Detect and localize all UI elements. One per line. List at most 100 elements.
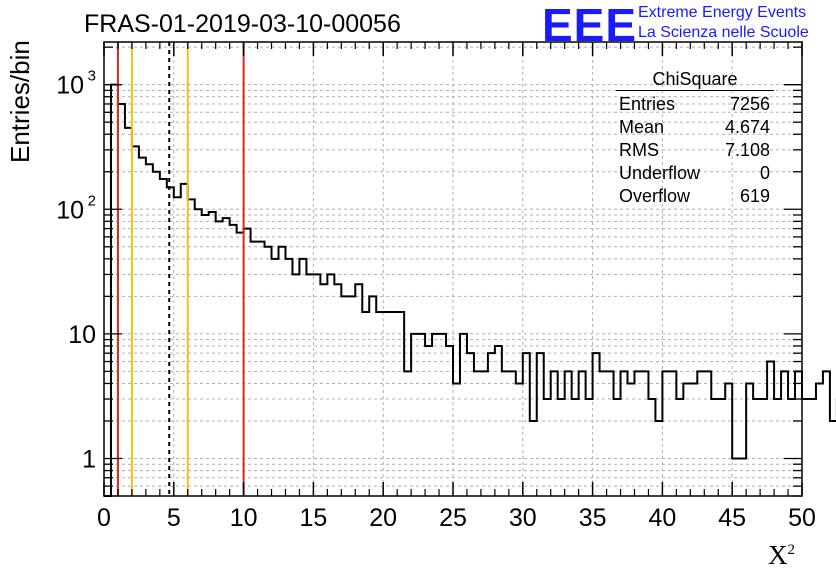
stats-value: 7.108: [724, 140, 770, 160]
histogram-bin: [146, 164, 153, 496]
histogram-bin: [648, 399, 655, 496]
stats-box: ChiSquare Entries 7256 Mean 4.674 RMS 7.…: [612, 68, 778, 208]
histogram-bin: [739, 458, 746, 496]
stats-row-rms: RMS 7.108: [612, 139, 778, 162]
histogram-bin: [460, 334, 467, 496]
stats-value: 0: [759, 163, 770, 183]
histogram-bin: [237, 233, 244, 496]
histogram-bin: [348, 296, 355, 496]
histogram-bin: [788, 399, 795, 496]
x-axis-label-superscript: 2: [787, 542, 796, 558]
x-axis-label: X2: [768, 540, 795, 571]
histogram-bin: [383, 312, 390, 496]
histogram-bin: [446, 346, 453, 496]
histogram-bin: [285, 259, 292, 496]
histogram-bin: [432, 334, 439, 496]
histogram-bin: [586, 399, 593, 496]
histogram-bin: [579, 371, 586, 496]
histogram-bin: [607, 371, 614, 496]
histogram-bin: [474, 371, 481, 496]
histogram-bin: [676, 399, 683, 496]
histogram-bin: [669, 371, 676, 496]
y-tick-label: 10: [56, 196, 84, 224]
stats-row-underflow: Underflow 0: [612, 162, 778, 185]
histogram-bin: [327, 274, 334, 496]
stats-label: Overflow: [619, 186, 691, 206]
histogram-bin: [816, 383, 823, 496]
eee-logo: EEE: [542, 0, 638, 51]
histogram-bin: [704, 371, 711, 496]
histogram-bin: [111, 85, 118, 496]
histogram-bin: [439, 334, 446, 496]
x-tick-label: 5: [167, 504, 181, 532]
histogram-bin: [732, 458, 739, 496]
histogram-bin: [823, 371, 830, 496]
histogram-bin: [753, 399, 760, 496]
histogram-bin: [551, 371, 558, 496]
histogram-bin: [244, 229, 251, 496]
stats-value: 7256: [729, 94, 770, 114]
stats-title: ChiSquare: [616, 68, 774, 91]
histogram-bin: [397, 312, 404, 496]
histogram-bin: [544, 399, 551, 496]
histogram-bin: [320, 284, 327, 496]
histogram-bin: [467, 353, 474, 496]
histogram-bin: [495, 346, 502, 496]
histogram-bin: [223, 218, 230, 496]
histogram-bin: [774, 399, 781, 496]
histogram-bin: [202, 215, 209, 496]
histogram-bin: [683, 383, 690, 496]
histogram-bin: [174, 197, 181, 496]
histogram-bin: [292, 274, 299, 496]
histogram-bin: [488, 353, 495, 496]
histogram-bin: [216, 221, 223, 496]
histogram-bin: [572, 399, 579, 496]
x-tick-label: 10: [230, 504, 258, 532]
stats-row-entries: Entries 7256: [612, 93, 778, 116]
histogram-bin: [558, 399, 565, 496]
histogram-bin: [502, 371, 509, 496]
histogram-bin: [628, 383, 635, 496]
histogram-bin: [690, 383, 697, 496]
histogram-bin: [265, 247, 272, 496]
histogram-bin: [209, 212, 216, 496]
histogram-bin: [272, 259, 279, 496]
logo-line-1: Extreme Energy Events: [638, 4, 807, 21]
histogram-bin: [139, 158, 146, 496]
histogram-bin: [593, 353, 600, 496]
histogram-bin: [453, 383, 460, 496]
x-tick-label: 45: [718, 504, 746, 532]
y-tick-label: 10: [56, 72, 84, 100]
histogram-bin: [600, 371, 607, 496]
histogram-bin: [767, 362, 774, 496]
y-tick-label: 1: [82, 445, 96, 473]
histogram-bin: [565, 371, 572, 496]
histogram-bin: [167, 187, 174, 496]
histogram-bin: [781, 371, 788, 496]
stats-row-overflow: Overflow 619: [612, 185, 778, 208]
histogram-bin: [279, 247, 286, 496]
histogram-series: [104, 83, 836, 497]
histogram-bin: [509, 371, 516, 496]
x-tick-label: 50: [788, 504, 816, 532]
stats-label: Mean: [619, 117, 665, 137]
histogram-bin: [725, 383, 732, 496]
histogram-bin: [614, 399, 621, 496]
histogram-bin: [376, 312, 383, 496]
x-tick-label: 30: [509, 504, 537, 532]
histogram-bin: [132, 146, 139, 496]
histogram-bin: [418, 334, 425, 496]
x-tick-label: 25: [439, 504, 467, 532]
histogram-bin: [621, 371, 628, 496]
histogram-bin: [516, 383, 523, 496]
histogram-bin: [718, 399, 725, 496]
histogram-bin: [181, 184, 188, 496]
histogram-bin: [530, 421, 537, 496]
stats-label: Entries: [619, 94, 676, 114]
histogram-bin: [125, 128, 132, 496]
stats-label: Underflow: [619, 163, 701, 183]
stats-row-mean: Mean 4.674: [612, 116, 778, 139]
histogram-bin: [341, 296, 348, 496]
x-tick-label: 15: [299, 504, 327, 532]
histogram-bin: [118, 104, 125, 496]
